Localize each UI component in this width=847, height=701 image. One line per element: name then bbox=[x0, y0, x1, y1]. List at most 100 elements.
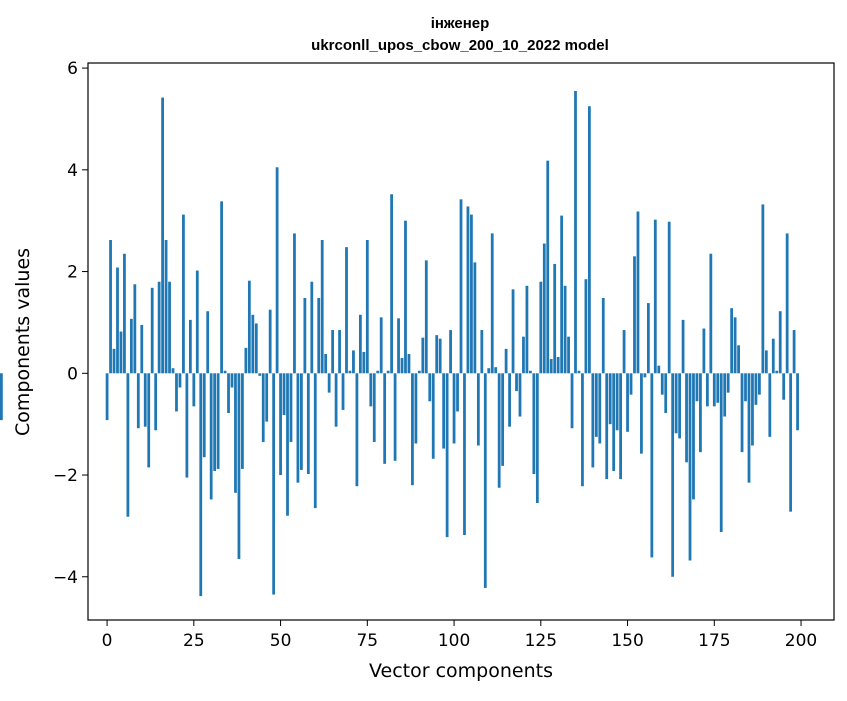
bar-31 bbox=[213, 373, 217, 471]
bar-163 bbox=[671, 373, 675, 577]
bar-81 bbox=[386, 370, 390, 374]
bar-86 bbox=[404, 220, 407, 374]
bar-92 bbox=[424, 260, 428, 374]
bar-68 bbox=[341, 373, 345, 410]
bar-185 bbox=[747, 373, 751, 483]
bar-186 bbox=[751, 373, 754, 446]
bar-74 bbox=[362, 351, 366, 374]
bar-29 bbox=[206, 311, 210, 374]
bar-40 bbox=[244, 347, 248, 374]
bar-83 bbox=[393, 373, 397, 461]
bar-93 bbox=[428, 373, 432, 402]
y-tick-label: 4 bbox=[67, 161, 78, 181]
bar-140 bbox=[591, 373, 595, 468]
y-tick-label: 2 bbox=[67, 263, 78, 283]
bar-188 bbox=[758, 373, 761, 395]
bar-130 bbox=[556, 357, 560, 374]
bar-90 bbox=[417, 370, 421, 374]
bar-126 bbox=[542, 243, 546, 374]
bar-76 bbox=[369, 373, 373, 407]
bar-94 bbox=[431, 373, 435, 459]
bar-194 bbox=[778, 311, 782, 374]
bar-71 bbox=[352, 350, 355, 374]
bar-56 bbox=[300, 373, 303, 470]
bar-165 bbox=[678, 373, 681, 439]
bar-1 bbox=[109, 240, 112, 374]
bar-116 bbox=[508, 373, 511, 427]
bar-79 bbox=[379, 317, 383, 374]
bar-14 bbox=[154, 373, 158, 431]
bar-118 bbox=[515, 373, 518, 392]
bar-128 bbox=[549, 359, 553, 374]
bar-120 bbox=[522, 336, 525, 374]
bar-11 bbox=[143, 373, 147, 427]
bar-89 bbox=[414, 373, 418, 444]
x-tick-label: 125 bbox=[525, 631, 557, 651]
bar-119 bbox=[518, 373, 522, 417]
bar-139 bbox=[587, 106, 591, 374]
bar-23 bbox=[185, 373, 189, 478]
bar-32 bbox=[216, 373, 220, 469]
bar-171 bbox=[699, 373, 702, 453]
bar-147 bbox=[615, 373, 619, 431]
plot-area-frame bbox=[87, 62, 835, 621]
x-tick-label: 200 bbox=[785, 631, 817, 651]
bar-109 bbox=[483, 373, 487, 588]
bar-75 bbox=[365, 240, 369, 374]
bar-16 bbox=[161, 97, 164, 374]
bar-170 bbox=[695, 373, 699, 402]
bar-107 bbox=[476, 373, 480, 446]
bar-133 bbox=[567, 336, 570, 374]
bar-151 bbox=[629, 373, 633, 395]
bar-82 bbox=[390, 194, 393, 374]
bar-49 bbox=[275, 167, 279, 374]
bar-44 bbox=[258, 373, 262, 376]
bar-199 bbox=[796, 373, 799, 431]
bar-155 bbox=[643, 373, 647, 378]
bar-41 bbox=[247, 280, 251, 374]
bar-110 bbox=[487, 368, 491, 374]
bar-106 bbox=[473, 262, 477, 374]
chart-title: інженер bbox=[431, 15, 490, 32]
bar-180 bbox=[730, 308, 734, 374]
bar-131 bbox=[560, 215, 564, 374]
bar-168 bbox=[688, 373, 692, 561]
bar-182 bbox=[737, 345, 740, 374]
bar-146 bbox=[612, 373, 616, 471]
bar-132 bbox=[563, 285, 567, 374]
bar-13 bbox=[150, 287, 154, 374]
bar-114 bbox=[501, 373, 505, 466]
bar-160 bbox=[660, 373, 664, 395]
bar-123 bbox=[532, 373, 536, 475]
bar-87 bbox=[407, 353, 411, 374]
bar-187 bbox=[754, 373, 758, 405]
bar-157 bbox=[650, 373, 654, 558]
bar-77 bbox=[372, 373, 376, 442]
bar-19 bbox=[171, 368, 175, 374]
x-tick-label: 0 bbox=[102, 631, 113, 651]
y-tick-label: 6 bbox=[67, 59, 78, 79]
bar-63 bbox=[324, 353, 328, 374]
bar-183 bbox=[740, 373, 744, 453]
bar-153 bbox=[636, 211, 640, 374]
bar-193 bbox=[775, 370, 779, 374]
bar-59 bbox=[310, 281, 314, 374]
bar-43 bbox=[254, 323, 258, 374]
bar-159 bbox=[657, 365, 661, 374]
bar-78 bbox=[376, 370, 380, 374]
bar-37 bbox=[234, 373, 237, 493]
x-tick-label: 100 bbox=[438, 631, 470, 651]
bar-125 bbox=[539, 281, 543, 374]
bar-69 bbox=[345, 247, 348, 374]
bar-129 bbox=[553, 263, 557, 374]
bar-61 bbox=[317, 298, 321, 374]
bar-21 bbox=[178, 373, 182, 388]
bar-189 bbox=[761, 204, 765, 374]
y-tick-label: −2 bbox=[53, 466, 78, 486]
bar-18 bbox=[168, 281, 171, 374]
bar-198 bbox=[792, 330, 796, 374]
bar-121 bbox=[525, 285, 529, 374]
bar-149 bbox=[622, 330, 626, 374]
bar-46 bbox=[265, 373, 269, 422]
